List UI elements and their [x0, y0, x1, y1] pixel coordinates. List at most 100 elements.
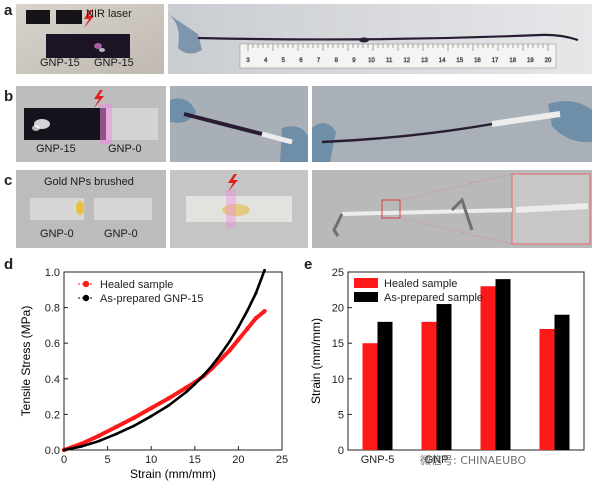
ruler-number: 15	[456, 58, 463, 64]
chart-d-point	[80, 445, 83, 448]
chart-d-point	[237, 325, 240, 329]
chart-e-strain-bars: 0 5 10 15 20 25 GNP-5 GNP Healed sample As-prepa…	[309, 267, 585, 466]
chart-d-ylabel: Tensile Stress (MPa)	[19, 306, 33, 417]
ruler-number: 5	[282, 58, 286, 64]
laser-bolt-icon-b	[94, 90, 104, 108]
chart-d-xtick-label: 10	[145, 454, 157, 466]
chart-d-point	[149, 405, 154, 411]
sample-label-gnp0-b: GNP-0	[108, 143, 142, 155]
chart-d-ytick-label: 0.6	[45, 338, 60, 350]
panel-letter-b: b	[4, 88, 14, 105]
chart-e-category-label: GNP	[425, 454, 449, 466]
chart-d-point	[97, 439, 101, 443]
chart-d-legend-label: As-prepared GNP-15	[100, 293, 203, 305]
chart-e-category-label: GNP-5	[361, 454, 395, 466]
chart-d-point	[245, 309, 249, 313]
sample-label-gnp0-c-left: GNP-0	[40, 228, 74, 240]
chart-d-xtick-label: 15	[189, 454, 201, 466]
ruler-number: 9	[352, 58, 356, 64]
chart-e-bar	[421, 321, 437, 450]
sample-label-gnp15-left: GNP-15	[40, 57, 80, 69]
chart-e-bar	[362, 343, 378, 450]
ruler-number: 20	[545, 58, 552, 64]
ruler-number: 10	[368, 58, 375, 64]
chart-d-point	[166, 396, 171, 401]
panel-letter-a: a	[4, 2, 13, 19]
laser-bolt-icon-c	[228, 174, 238, 192]
chart-d-point	[131, 415, 136, 421]
gold-nps-brushed-label: Gold NPs brushed	[44, 176, 134, 188]
chart-e-bar	[495, 279, 511, 450]
panel-letter-c: c	[4, 172, 13, 189]
chart-d-xtick-label: 20	[232, 454, 244, 466]
chart-d-ytick-label: 0.2	[45, 409, 60, 421]
ruler-number: 14	[439, 58, 446, 64]
ruler-number: 18	[509, 58, 516, 64]
chart-d-point	[263, 268, 266, 272]
ruler-number: 8	[335, 58, 339, 64]
sample-label-gnp0-c-right: GNP-0	[104, 228, 138, 240]
chart-d-point	[62, 448, 66, 452]
ruler-number: 12	[403, 58, 410, 64]
chart-d-xlabel: Strain (mm/mm)	[130, 467, 216, 481]
chart-d-point	[219, 352, 223, 356]
chart-d-point	[183, 385, 189, 390]
chart-d-point	[202, 373, 205, 377]
photo-panel-c-right	[312, 170, 592, 248]
chart-e-ytick-label: 15	[332, 338, 344, 350]
ruler-number: 19	[527, 58, 534, 64]
ruler-number: 17	[492, 58, 499, 64]
sample-label-gnp15-b: GNP-15	[36, 143, 76, 155]
chart-d-point	[254, 291, 258, 295]
ruler-number: 13	[421, 58, 428, 64]
photo-panel-c-middle	[170, 170, 308, 248]
chart-e-ytick-label: 5	[338, 409, 344, 421]
chart-d-point	[184, 390, 188, 394]
chart-e-ytick-label: 0	[338, 445, 344, 457]
photo-panel-a-left	[16, 4, 164, 74]
chart-d-legend-marker	[82, 280, 90, 288]
chart-d-point	[218, 357, 224, 362]
chart-d-legend-marker	[82, 294, 90, 302]
photo-panel-b-right	[312, 86, 592, 162]
ruler-number: 11	[386, 58, 393, 64]
chart-d-point	[132, 424, 136, 428]
chart-d-ytick-label: 0.4	[45, 374, 60, 386]
chart-d-ytick-label: 0.0	[45, 445, 60, 457]
ruler-number: 16	[474, 58, 481, 64]
chart-e-bar	[554, 314, 570, 450]
panel-letter-e: e	[304, 256, 313, 273]
chart-d-point	[96, 433, 102, 438]
chart-e-bar	[377, 321, 393, 450]
photo-panel-a-stretched: 3 4 5 6 7 8 9 10 11 12 13 14 15 16 17 18 19 20	[168, 4, 592, 74]
chart-e-bar	[436, 304, 452, 450]
chart-e-ytick-label: 20	[332, 303, 344, 315]
chart-d-point	[244, 326, 250, 332]
chart-d-point	[114, 424, 119, 430]
chart-e-legend-swatch	[354, 292, 378, 302]
chart-d-point	[149, 414, 153, 418]
chart-d-xtick-label: 5	[105, 454, 111, 466]
chart-d-point	[210, 364, 214, 367]
chart-d-point	[227, 348, 232, 353]
chart-d-point	[253, 316, 259, 321]
chart-d-xtick-label: 0	[61, 454, 67, 466]
chart-d-point	[114, 432, 118, 436]
chart-e-ytick-label: 10	[332, 374, 344, 386]
photo-panel-c-left	[16, 170, 166, 248]
chart-d-ytick-label: 0.8	[45, 303, 60, 315]
panel-letter-d: d	[4, 256, 14, 273]
chart-d-xtick-label: 25	[276, 454, 288, 466]
chart-d-legend-label: Healed sample	[100, 279, 173, 291]
laser-bolt-icon	[84, 10, 94, 28]
chart-d-point	[167, 404, 171, 407]
chart-d-point	[236, 337, 241, 342]
chart-d-stress-strain: 0 5 10 15 20 25 0.0 0.2 0.4 0.6 0.8 1.0 Healed samp…	[19, 267, 288, 481]
chart-d-point	[262, 308, 267, 314]
chart-e-bar	[539, 328, 555, 450]
photo-panel-b-left	[16, 86, 166, 162]
photo-panel-b-middle	[170, 86, 308, 162]
chart-d-plot-frame	[63, 271, 283, 451]
chart-e-ytick-label: 25	[332, 267, 344, 279]
chart-e-legend-swatch	[354, 278, 378, 288]
